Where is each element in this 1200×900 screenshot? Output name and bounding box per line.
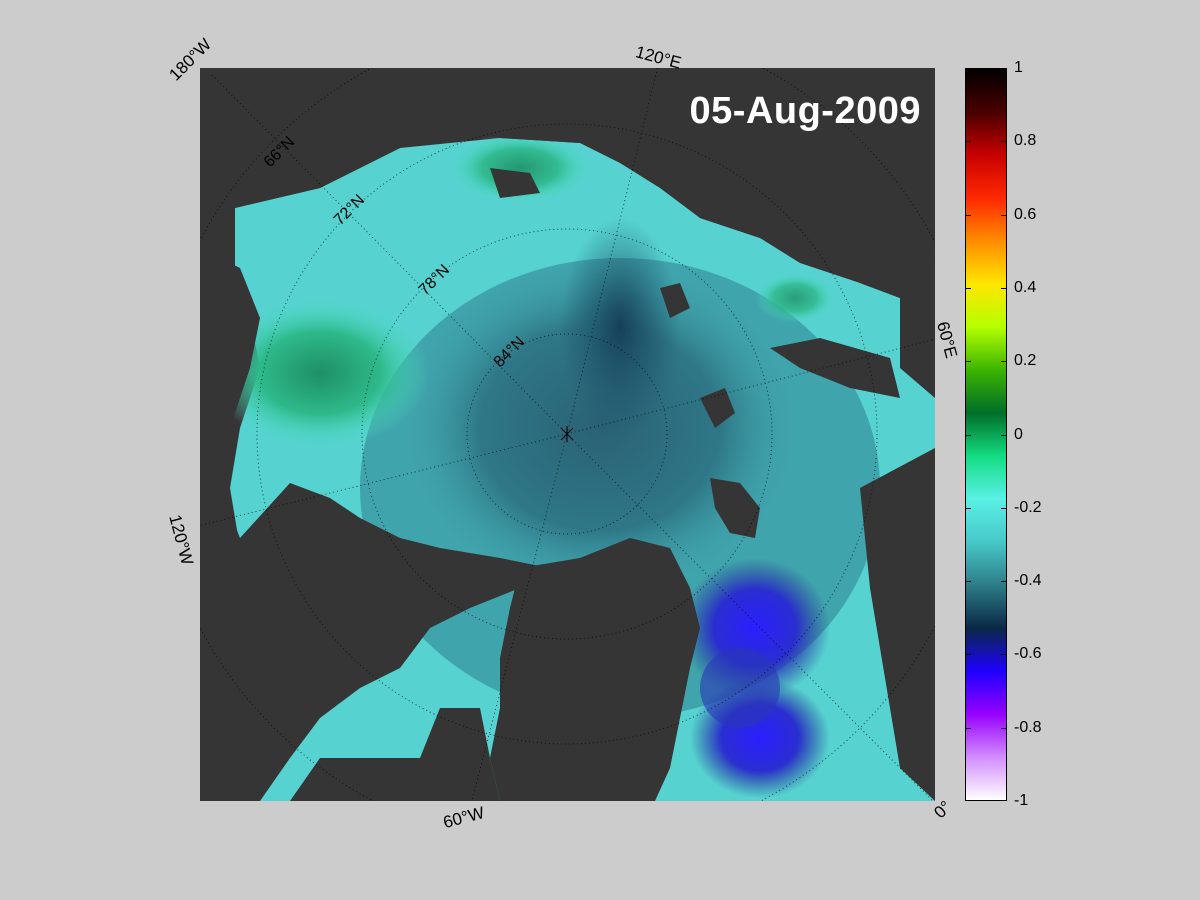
colorbar-tick-mark — [1001, 581, 1007, 583]
siberia-landmass — [410, 68, 935, 298]
colorbar-tick-mark — [965, 727, 971, 729]
positive-anomaly-patch — [210, 298, 430, 448]
map-canvas: 66°N 72°N 78°N 84°N — [200, 68, 935, 801]
colorbar-tick-mark — [965, 434, 971, 436]
colorbar-tick-label: -0.6 — [1014, 645, 1042, 663]
north-pole-marker — [560, 426, 574, 442]
colorbar-tick-label: -0.8 — [1014, 718, 1042, 736]
lon-label-60w: 60°W — [441, 802, 487, 833]
colorbar-tick-label: 0.6 — [1014, 205, 1037, 223]
colorbar-tick-mark — [965, 287, 971, 289]
colorbar-tick-label: 1 — [1014, 59, 1023, 76]
novaya-zemlya — [770, 338, 900, 398]
franz-josef-islands — [700, 388, 735, 428]
alaska-landmass — [200, 68, 430, 218]
colorbar-tick-mark — [1001, 361, 1007, 363]
lon-label-120w: 120°W — [165, 512, 197, 568]
greenland-landmass — [490, 538, 700, 801]
colorbar-tick-label: 0.2 — [1014, 352, 1037, 370]
date-title: 05-Aug-2009 — [689, 90, 921, 132]
new-siberian-islands — [490, 168, 540, 198]
colorbar-tick-mark — [965, 507, 971, 509]
colorbar-tick-mark — [965, 361, 971, 363]
canada-landmass — [200, 248, 550, 801]
colorbar-tick-label: 0.4 — [1014, 278, 1037, 296]
colorbar-tick-mark — [1001, 507, 1007, 509]
graticule — [200, 68, 935, 801]
negative-anomaly-core — [700, 648, 780, 728]
colorbar-tick-label: 0 — [1014, 425, 1023, 443]
colorbar-tick-label: 0.8 — [1014, 132, 1037, 150]
severnaya-zemlya — [660, 283, 690, 318]
colorbar-tick-mark — [965, 654, 971, 656]
deep-streak — [560, 218, 680, 438]
colorbar-tick-label: -0.2 — [1014, 498, 1042, 516]
colorbar-tick-mark — [1001, 727, 1007, 729]
kara-sea-patch — [755, 273, 835, 323]
siberian-coast-patch — [450, 133, 590, 203]
colorbar-tick-mark — [1001, 141, 1007, 143]
colorbar-tick-mark — [1001, 654, 1007, 656]
colorbar — [965, 68, 1007, 801]
lon-label-60e: 60°E — [933, 319, 961, 361]
colorbar-tick-mark — [965, 141, 971, 143]
colorbar-tick-mark — [965, 581, 971, 583]
arctic-map: 66°N 72°N 78°N 84°N 05-Aug-2009 — [200, 68, 935, 801]
lon-label-0: 0° — [930, 797, 956, 823]
colorbar-tick-label: -0.4 — [1014, 572, 1042, 590]
colorbar-tick-mark — [1001, 287, 1007, 289]
svalbard-island — [710, 478, 760, 538]
colorbar-tick-label: -1 — [1014, 792, 1029, 809]
scandinavia-landmass — [860, 448, 935, 801]
colorbar-tick-mark — [1001, 434, 1007, 436]
colorbar-tick-mark — [965, 214, 971, 216]
colorbar-tick-mark — [1001, 214, 1007, 216]
